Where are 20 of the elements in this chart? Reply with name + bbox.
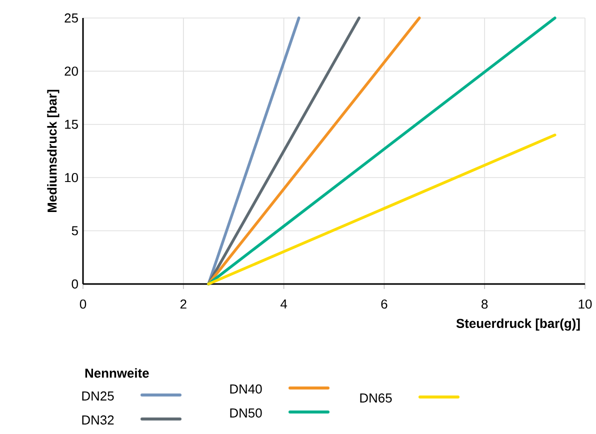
y-tick-label: 0 [72, 279, 78, 289]
x-tick-label: 4 [280, 300, 288, 308]
y-tick-label: 10 [65, 173, 78, 182]
legend-label: DN32 [82, 415, 114, 425]
legend-label: DN25 [82, 391, 114, 401]
y-axis-title: Mediumsdruck [bar] [47, 90, 60, 212]
y-tick-label: 25 [64, 13, 78, 23]
x-tick-label: 0 [80, 300, 86, 309]
legend-label: DN65 [360, 393, 392, 403]
x-tick-label: 8 [482, 300, 488, 309]
legend-title: Nennweite [85, 368, 149, 378]
x-tick-label: 10 [578, 300, 592, 309]
y-tick-label: 5 [72, 226, 78, 236]
x-tick-label: 6 [381, 300, 388, 309]
y-tick-label: 15 [65, 120, 78, 129]
legend-label: DN50 [230, 408, 262, 418]
x-axis-title: Steuerdruck [bar(g)] [456, 318, 580, 331]
x-tick-label: 2 [180, 300, 186, 309]
y-tick-label: 20 [64, 66, 78, 76]
legend-label: DN40 [230, 384, 262, 394]
